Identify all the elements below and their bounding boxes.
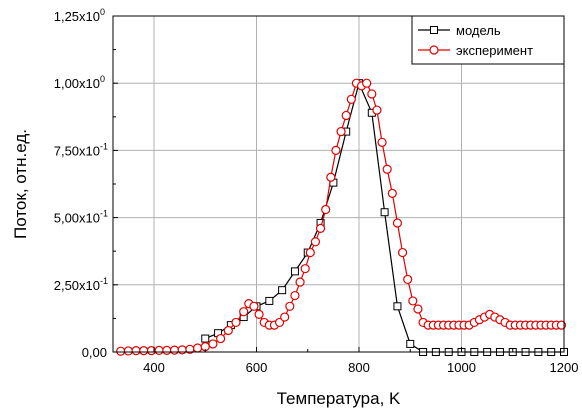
legend-label: модель [456, 23, 501, 38]
x-tick-label: 1000 [447, 360, 476, 375]
data-point [285, 301, 295, 311]
legend-label: эксперимент [456, 43, 533, 58]
data-point [169, 345, 180, 355]
data-point [406, 339, 415, 348]
y-axis-title: Поток, отн.ед. [11, 129, 30, 239]
legend-box [411, 15, 565, 65]
data-point [239, 307, 249, 317]
y-tick-label: 5,00x10 [54, 211, 100, 226]
y-tick-exponent: -1 [100, 276, 108, 286]
data-point [556, 320, 567, 330]
data-point [192, 343, 203, 353]
data-point [278, 286, 287, 295]
plot-frame [112, 15, 565, 353]
data-point [346, 94, 356, 104]
grid-lines [113, 15, 565, 353]
data-point [331, 145, 341, 155]
data-point [321, 204, 331, 215]
data-point [177, 345, 187, 355]
legend-entry: модель [418, 23, 501, 38]
y-tick-label: 1,25x10 [54, 9, 100, 24]
data-point [341, 110, 351, 121]
data-point [382, 164, 392, 174]
y-tick-label: 1,00x10 [54, 76, 100, 91]
data-point [413, 304, 423, 314]
data-point [392, 218, 403, 228]
x-tick-label: 800 [348, 360, 370, 375]
data-point [362, 78, 372, 88]
data-point [397, 247, 408, 258]
data-point [305, 247, 315, 258]
data-point [280, 312, 290, 322]
y-tick-exponent: 0 [100, 74, 105, 84]
data-point [290, 267, 299, 276]
y-tick-label: 7,50x10 [54, 143, 100, 158]
data-point [201, 334, 210, 343]
x-tick-label: 600 [246, 360, 268, 375]
data-point [326, 172, 336, 182]
legend: модель эксперимент [411, 15, 565, 65]
data-point [274, 317, 285, 328]
data-point [154, 345, 164, 355]
data-point [393, 302, 402, 311]
data-point [139, 346, 149, 356]
legend-marker [429, 45, 439, 55]
series-experiment [116, 78, 567, 356]
data-point [315, 223, 326, 233]
x-axis-title: Температура, K [277, 389, 401, 408]
data-point [231, 317, 241, 328]
data-point [367, 89, 377, 99]
data-point [300, 264, 310, 274]
legend-marker [430, 26, 438, 34]
data-point [223, 325, 233, 336]
data-point [377, 137, 387, 147]
x-tick-label: 400 [143, 360, 165, 375]
data-point [123, 346, 133, 356]
data-point [387, 188, 397, 199]
data-point [295, 277, 305, 287]
y-tick-exponent: -1 [100, 209, 108, 219]
data-point [162, 345, 172, 355]
y-tick-exponent: 0 [100, 7, 105, 17]
data-point [290, 290, 300, 301]
data-point [310, 237, 321, 247]
data-point [208, 339, 218, 349]
data-point [216, 333, 226, 344]
data-point [380, 208, 389, 217]
y-tick-exponent: -1 [100, 141, 108, 151]
data-point [408, 296, 418, 306]
data-point [372, 105, 382, 115]
data-point [131, 346, 141, 356]
y-tick-label: 0,00 [82, 345, 107, 360]
legend-entry: эксперимент [418, 43, 533, 58]
data-point [254, 309, 264, 319]
data-point [265, 296, 274, 305]
x-tick-label: 1200 [550, 360, 579, 375]
series-layer [116, 78, 568, 356]
data-point [249, 301, 259, 311]
data-point [116, 346, 126, 356]
y-tick-label: 2,50x10 [54, 278, 100, 293]
data-point [336, 126, 346, 137]
data-point [403, 274, 413, 285]
